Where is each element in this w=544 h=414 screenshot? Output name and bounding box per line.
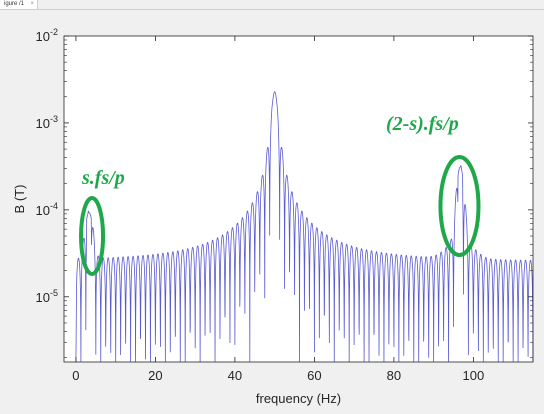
- y-tick-label: 10-4: [36, 201, 58, 218]
- tab-figure[interactable]: igure /1 ×: [0, 0, 38, 9]
- x-tick-label: 100: [463, 368, 485, 383]
- annotation-label-right: (2-s).fs/p: [386, 113, 459, 135]
- series-line: [75, 91, 534, 363]
- tab-close-icon[interactable]: ×: [30, 1, 34, 7]
- annotation-label-left: s.fs/p: [81, 167, 125, 189]
- x-tick-label: 80: [387, 368, 401, 383]
- annotation-ellipse-right: [438, 155, 481, 257]
- y-axis-label: B (T): [12, 185, 27, 214]
- x-tick-label: 20: [148, 368, 162, 383]
- figure-tab-bar: igure /1 ×: [0, 0, 544, 10]
- axes-box: [63, 35, 534, 363]
- y-tick-label: 10-3: [36, 114, 58, 131]
- tab-label: igure /1: [4, 1, 25, 7]
- x-tick-label: 40: [228, 368, 242, 383]
- x-tick-label: 60: [307, 368, 321, 383]
- annotation-ellipse-left: [79, 196, 106, 276]
- x-tick-label: 0: [72, 368, 79, 383]
- y-tick-label: 10-2: [36, 27, 58, 44]
- x-axis-label: frequency (Hz): [256, 391, 341, 406]
- y-tick-label: 10-5: [36, 288, 58, 305]
- axes-background: [64, 36, 533, 362]
